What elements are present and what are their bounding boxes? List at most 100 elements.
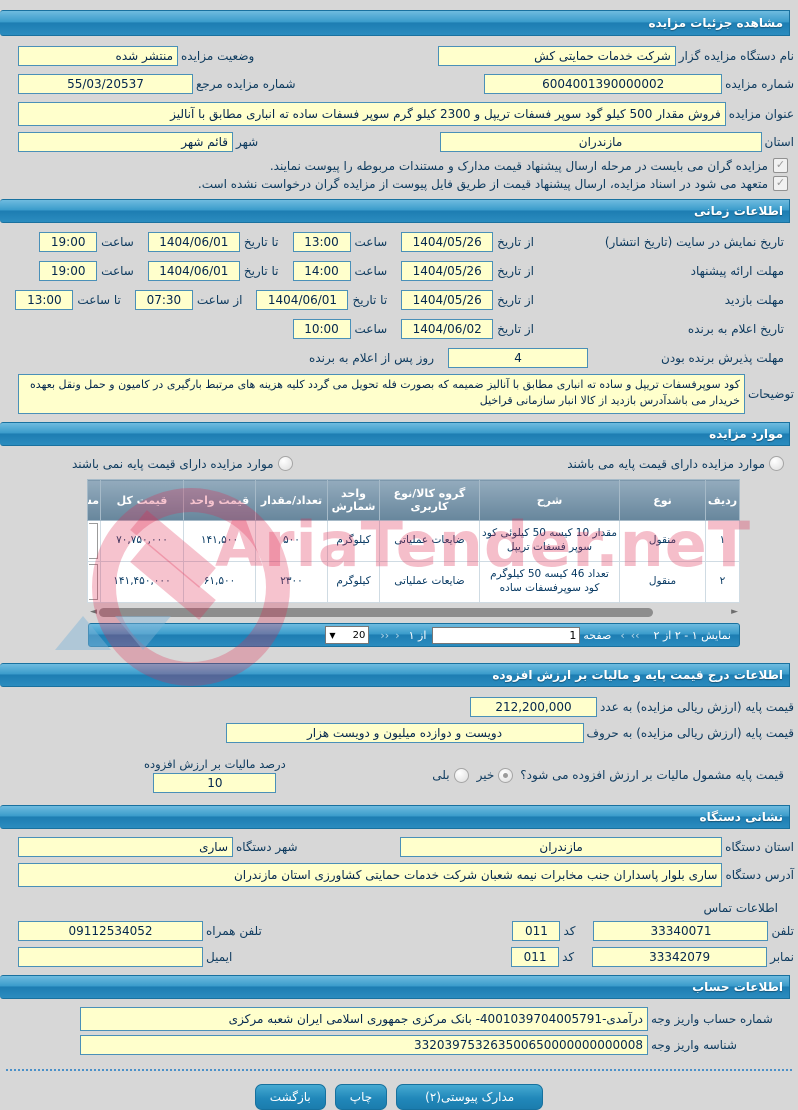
publish-from-time-field[interactable]: 13:00 [292, 232, 351, 252]
notice1-checkbox-checked-icon[interactable]: ✓ [773, 158, 788, 173]
status-field[interactable]: منتشر شده [18, 46, 178, 66]
visit-from-date-field[interactable]: 1404/05/26 [401, 290, 494, 310]
table-horizontal-scrollbar[interactable]: ◄ ► [88, 606, 740, 619]
fax-field[interactable]: 33342079 [592, 947, 768, 967]
no-base-price-radio[interactable] [277, 456, 293, 471]
auction-title-value: فروش مقدار 500 کیلو گود سوپر فسفات تریپل… [170, 107, 721, 121]
agency-field[interactable]: شرکت خدمات حمایتی کش [437, 46, 676, 66]
scroll-right-arrow-icon[interactable]: ► [731, 607, 738, 617]
notice-row-2: ✓ متعهد می شود در اسناد مزایده، ارسال پی… [18, 176, 788, 191]
agency-province-field[interactable]: مازندران [400, 837, 723, 857]
row-phone: تلفن 33340071 کد 011 تلفن همراه 09112534… [18, 921, 794, 941]
vat-yes-option[interactable]: بلی [432, 767, 469, 783]
vat-no-label: خیر [476, 768, 495, 782]
base-price-words-value: دویست و دوازده میلیون و دویست هزار [307, 726, 503, 740]
account-number-field[interactable]: درآمدی-4001039704005791- بانک مرکزی جمهو… [80, 1007, 648, 1031]
fax-code-label: کد [562, 950, 575, 964]
status-value: منتشر شده [115, 49, 173, 63]
value: 1404/06/02 [412, 322, 482, 336]
pager-next-icon[interactable]: ‹ [395, 628, 400, 642]
view-button-clipped[interactable] [89, 523, 98, 559]
section-items-title: موارد مزایده [709, 427, 783, 441]
visit-from-time-field[interactable]: 07:30 [134, 290, 193, 310]
announce-date-field[interactable]: 1404/06/02 [401, 319, 494, 339]
row-base-price-number: قیمت پایه (ارزش ریالی مزایده) به عدد 212… [18, 697, 794, 717]
fax-code-field[interactable]: 011 [511, 947, 560, 967]
row-deposit-id: شناسه واریز وجه 332039753263500650000000… [80, 1035, 794, 1055]
scrollbar-track[interactable] [98, 607, 729, 618]
pager-last-icon[interactable]: ‹‹ [380, 628, 390, 642]
pager-prev-icon[interactable]: › [620, 628, 625, 642]
table-row: ۲ منقول تعداد 46 کیسه 50 کیلوگرم کود سوپ… [87, 561, 740, 603]
has-base-price-option[interactable]: موارد مزایده دارای قیمت پایه می باشند [567, 456, 784, 471]
offer-from-date-field[interactable]: 1404/05/26 [401, 261, 494, 281]
city-field[interactable]: قائم شهر [18, 132, 233, 152]
value: 19:00 [50, 264, 86, 278]
deposit-id-label: شناسه واریز وجه [651, 1038, 737, 1052]
print-button[interactable]: چاپ [334, 1084, 388, 1110]
announce-time-field[interactable]: 10:00 [292, 319, 351, 339]
ref-number-field[interactable]: 55/03/20537 [18, 74, 193, 94]
phone-field[interactable]: 33340071 [593, 921, 769, 941]
deposit-id-value: 332039753263500650000000000008 [413, 1038, 643, 1052]
pager-page-size-select[interactable]: 20 ▼ [325, 626, 370, 644]
visit-to-date-field[interactable]: 1404/06/01 [256, 290, 349, 310]
auction-title-field[interactable]: فروش مقدار 500 کیلو گود سوپر فسفات تریپل… [18, 102, 726, 126]
description-label: توضیحات [747, 387, 794, 401]
vat-no-radio[interactable] [498, 767, 514, 783]
vat-percent-field[interactable]: 10 [153, 773, 277, 793]
has-base-price-radio[interactable] [769, 456, 784, 471]
agency-address-field[interactable]: ساری بلوار پاسداران جنب مخابرات نیمه شعب… [18, 863, 723, 887]
time-row-label: تاریخ اعلام به برنده [687, 322, 784, 336]
base-price-number-field[interactable]: 212,200,000 [469, 697, 597, 717]
pager-first-icon[interactable]: ›› [630, 628, 640, 642]
agency-city-field[interactable]: ساری [18, 837, 233, 857]
accept-days-field[interactable]: 4 [448, 348, 588, 368]
mobile-field[interactable]: 09112534052 [18, 921, 203, 941]
publish-from-date-field[interactable]: 1404/05/26 [401, 232, 494, 252]
to-hour-label: تا ساعت [77, 293, 121, 307]
visit-to-time-field[interactable]: 13:00 [15, 290, 74, 310]
publish-to-time-field[interactable]: 19:00 [39, 232, 98, 252]
offer-to-time-field[interactable]: 19:00 [39, 261, 98, 281]
offer-from-time-field[interactable]: 14:00 [292, 261, 351, 281]
city-value: قائم شهر [181, 135, 228, 149]
section-items-bar: موارد مزایده [0, 422, 790, 446]
auction-number-field[interactable]: 6004001390000002 [484, 74, 723, 94]
value: 13:00 [304, 235, 339, 249]
scroll-left-arrow-icon[interactable]: ◄ [90, 607, 97, 617]
time-row-accept-deadline: مهلت پذیرش برنده بودن 4 روز پس از اعلام … [14, 348, 784, 368]
province-field[interactable]: مازندران [439, 132, 762, 152]
agency-value: شرکت خدمات حمایتی کش [534, 49, 671, 63]
vat-yes-radio[interactable] [453, 767, 469, 783]
offer-to-date-field[interactable]: 1404/06/01 [147, 261, 240, 281]
no-base-price-option[interactable]: موارد مزایده دارای قیمت پایه نمی باشند [72, 456, 293, 471]
back-button[interactable]: بازگشت [254, 1084, 326, 1110]
province-label: استان [764, 135, 794, 149]
publish-to-date-field[interactable]: 1404/06/01 [147, 232, 240, 252]
description-field[interactable]: کود سوپرفسفات تریپل و ساده ته انباری مطا… [18, 374, 745, 414]
attachments-button[interactable]: مدارک پیوستی(۲) [396, 1084, 544, 1110]
time-row-label: تاریخ نمایش در سایت (تاریخ انتشار) [604, 235, 784, 249]
row-description: توضیحات کود سوپرفسفات تریپل و ساده ته ان… [18, 374, 794, 414]
value: 19:00 [50, 235, 86, 249]
cell-unit-price: ۶۱,۵۰۰ [183, 561, 256, 603]
phone-code-field[interactable]: 011 [512, 921, 561, 941]
email-field[interactable] [18, 947, 203, 967]
deposit-id-field[interactable]: 332039753263500650000000000008 [80, 1035, 648, 1055]
cell-description: تعداد 46 کیسه 50 کیلوگرم کود سوپرفسفات س… [479, 561, 620, 603]
to-date-label: تا تاریخ [352, 293, 388, 307]
cell-view-clipped [87, 520, 101, 562]
notice2-checkbox-checked-icon[interactable]: ✓ [773, 176, 788, 191]
scrollbar-thumb[interactable] [98, 608, 654, 617]
section-pricing-bar: اطلاعات درج قیمت پایه و مالیات بر ارزش ا… [0, 663, 790, 687]
cell-total-price: ۱۴۱,۴۵۰,۰۰۰ [100, 561, 184, 603]
col-description: شرح [479, 479, 620, 521]
vat-no-option[interactable]: خیر [476, 767, 514, 783]
base-price-words-field[interactable]: دویست و دوازده میلیون و دویست هزار [225, 723, 584, 743]
pager-page-input[interactable]: 1 [432, 626, 581, 644]
view-button-clipped[interactable] [89, 564, 98, 600]
value: 1404/06/01 [159, 264, 229, 278]
separator [6, 1069, 792, 1071]
row-base-price-words: قیمت پایه (ارزش ریالی مزایده) به حروف دو… [18, 723, 794, 743]
